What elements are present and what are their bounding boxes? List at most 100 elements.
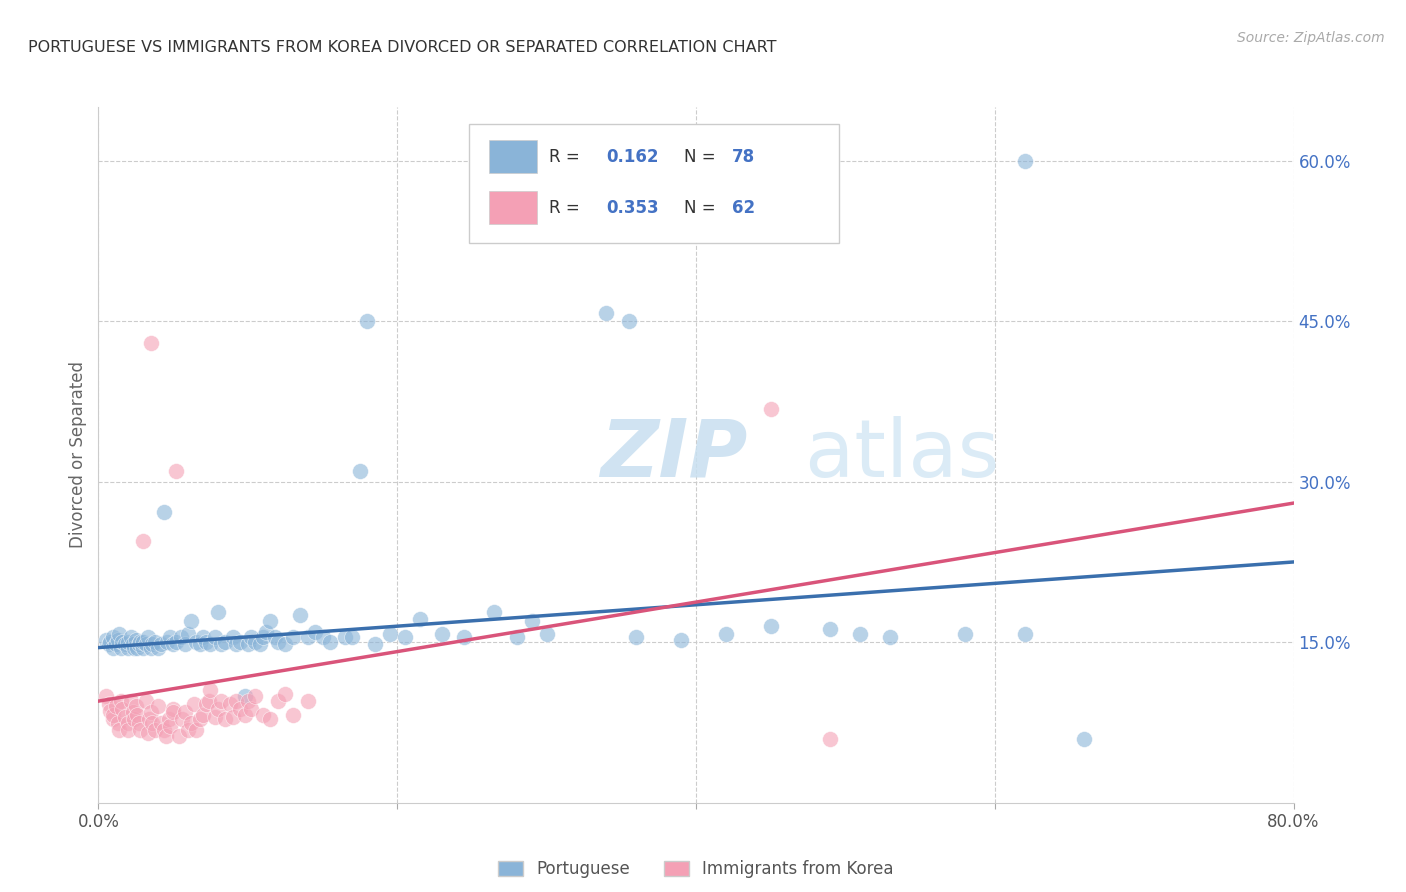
Point	[236, 694, 259, 708]
Point	[129, 635, 152, 649]
Point	[506, 630, 529, 644]
Point	[214, 635, 236, 649]
Point	[297, 630, 319, 644]
Point	[97, 637, 120, 651]
Point	[222, 710, 245, 724]
Point	[820, 731, 842, 746]
Point	[188, 712, 211, 726]
Point	[214, 712, 236, 726]
Point	[183, 698, 205, 712]
Point	[148, 640, 170, 655]
Point	[136, 726, 159, 740]
Point	[117, 715, 139, 730]
Point	[110, 640, 132, 655]
Point	[200, 683, 222, 698]
Point	[180, 614, 202, 628]
Point	[259, 712, 281, 726]
Point	[180, 715, 202, 730]
Point	[239, 701, 262, 715]
Point	[111, 635, 134, 649]
Point	[105, 637, 128, 651]
Point	[484, 605, 506, 619]
Point	[259, 614, 281, 628]
Point	[124, 640, 146, 655]
Point	[536, 626, 558, 640]
Point	[267, 694, 290, 708]
Point	[177, 723, 200, 737]
FancyBboxPatch shape	[489, 140, 537, 173]
Point	[953, 626, 976, 640]
Point	[98, 635, 122, 649]
Point	[1014, 153, 1036, 168]
Point	[162, 637, 184, 651]
Text: R =: R =	[548, 199, 585, 217]
Point	[107, 633, 129, 648]
Point	[125, 633, 148, 648]
Point	[274, 687, 297, 701]
Point	[157, 712, 180, 726]
Point	[225, 637, 247, 651]
Point	[239, 630, 262, 644]
Point	[150, 637, 173, 651]
Point	[233, 708, 256, 723]
Point	[204, 710, 226, 724]
Point	[195, 698, 218, 712]
Point	[267, 635, 290, 649]
Point	[520, 614, 543, 628]
Point	[356, 314, 378, 328]
Text: ZIP: ZIP	[600, 416, 748, 494]
Text: N =: N =	[685, 199, 721, 217]
Point	[222, 630, 245, 644]
Point	[184, 723, 207, 737]
Point	[626, 630, 648, 644]
Point	[669, 633, 692, 648]
Point	[98, 704, 122, 718]
Point	[120, 630, 142, 644]
Point	[169, 630, 191, 644]
Point	[595, 305, 617, 319]
Point	[120, 694, 142, 708]
Point	[143, 723, 166, 737]
Point	[107, 715, 129, 730]
Point	[236, 637, 259, 651]
Point	[117, 640, 139, 655]
Point	[125, 699, 148, 714]
Text: 62: 62	[733, 199, 755, 217]
Point	[150, 715, 173, 730]
Point	[114, 710, 136, 724]
Point	[252, 630, 274, 644]
Point	[132, 635, 155, 649]
Point	[129, 723, 152, 737]
Point	[191, 630, 214, 644]
Point	[108, 626, 131, 640]
Point	[114, 637, 136, 651]
Point	[263, 630, 285, 644]
Point	[141, 637, 163, 651]
FancyBboxPatch shape	[489, 191, 537, 224]
Point	[229, 635, 252, 649]
Point	[138, 712, 160, 726]
Point	[103, 630, 125, 644]
Point	[249, 637, 271, 651]
Point	[111, 701, 134, 715]
Point	[204, 630, 226, 644]
Point	[124, 712, 146, 726]
Point	[162, 701, 184, 715]
Text: Source: ZipAtlas.com: Source: ZipAtlas.com	[1237, 31, 1385, 45]
Legend: Portuguese, Immigrants from Korea: Portuguese, Immigrants from Korea	[492, 854, 900, 885]
Point	[349, 464, 371, 478]
Point	[191, 708, 214, 723]
Point	[136, 630, 159, 644]
Point	[333, 630, 356, 644]
Point	[139, 335, 162, 350]
Text: R =: R =	[548, 148, 585, 166]
Point	[209, 637, 232, 651]
Point	[245, 635, 267, 649]
Point	[153, 505, 176, 519]
Point	[139, 705, 162, 719]
Point	[252, 708, 274, 723]
Point	[117, 723, 139, 737]
Point	[165, 464, 187, 478]
Point	[200, 637, 222, 651]
Point	[128, 637, 150, 651]
